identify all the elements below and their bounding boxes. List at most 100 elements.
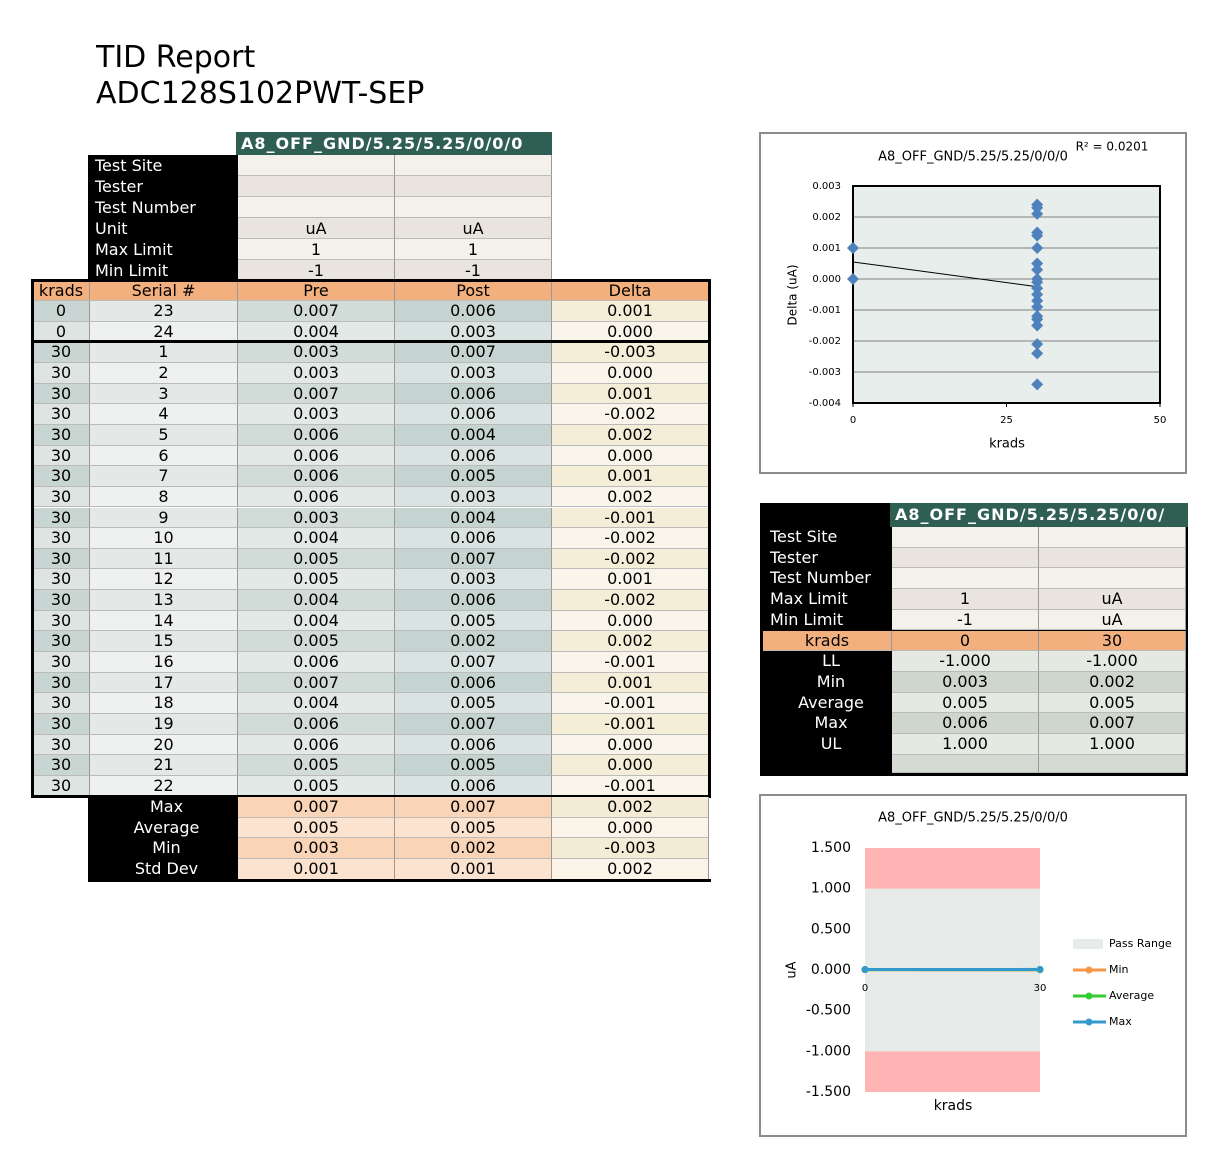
x-axis-label: krads (989, 437, 1025, 452)
table-cell: 1 (90, 342, 238, 363)
legend-marker (1085, 966, 1093, 974)
table-cell: 0.002 (1039, 671, 1186, 693)
y-tick-label: 0.000 (812, 274, 841, 285)
data-point (1031, 294, 1044, 307)
table-cell: 30 (33, 734, 90, 756)
table-cell: 30 (33, 755, 90, 776)
summary-value: 0.005 (238, 817, 395, 839)
table-cell: 0.004 (395, 507, 552, 529)
row-label: Average (763, 692, 892, 714)
meta-label: Test Number (763, 568, 892, 590)
summary-value: 0.007 (238, 797, 395, 818)
data-point (1031, 276, 1044, 289)
table-cell: 30 (33, 714, 90, 735)
table-cell: 9 (90, 507, 238, 529)
table-cell: 30 (33, 528, 90, 549)
table-cell: 0.007 (238, 301, 395, 322)
table-cell: 0.006 (395, 404, 552, 425)
table-cell: 30 (33, 672, 90, 694)
y-tick-label: -0.500 (806, 1003, 851, 1019)
legend-label: Min (1109, 963, 1129, 976)
blank-cell (1039, 754, 1186, 773)
column-header: krads (33, 281, 90, 301)
y-tick-label: 0.001 (812, 243, 841, 254)
table-cell: 0.006 (238, 486, 395, 508)
table-cell: 0.000 (552, 445, 709, 467)
data-point (1031, 242, 1044, 254)
column-header: Post (395, 281, 552, 301)
meta-value (1039, 547, 1186, 569)
table-cell: 1.000 (892, 734, 1039, 755)
meta-value (238, 175, 395, 197)
summary-value: 0.007 (395, 797, 552, 818)
table-cell: 0.001 (552, 466, 709, 487)
meta-label: Test Number (88, 196, 238, 218)
table-cell: 19 (90, 714, 238, 735)
y-axis-label: uA (785, 961, 800, 978)
legend-label: Max (1109, 1015, 1132, 1028)
column-header: Pre (238, 281, 395, 301)
table-cell: -0.001 (552, 652, 709, 673)
series-marker (1036, 965, 1044, 973)
table-cell: 5 (90, 424, 238, 446)
column-header: Serial # (90, 281, 238, 301)
table-cell: 30 (33, 466, 90, 487)
summary-label: Std Dev (88, 859, 238, 880)
row-label: Min (763, 671, 892, 693)
table-cell: 0.006 (395, 445, 552, 467)
column-header: 0 (892, 630, 1039, 652)
series-marker (861, 966, 869, 974)
table-cell: 6 (90, 445, 238, 467)
table-cell: 0.002 (552, 486, 709, 508)
table-cell: 20 (90, 734, 238, 756)
table-cell: 0.006 (395, 301, 552, 322)
meta-label: Unit (88, 217, 238, 239)
meta-value (892, 547, 1039, 569)
legend-label: Pass Range (1109, 937, 1172, 950)
table-cell: 0.005 (395, 466, 552, 487)
summary-value: 0.001 (395, 859, 552, 880)
table-cell: 0.001 (552, 569, 709, 591)
table-cell: 0 (33, 301, 90, 322)
meta-label: Max Limit (763, 589, 892, 610)
blank-cell (892, 754, 1039, 773)
summary-label: Average (88, 817, 238, 839)
table-cell: 0.005 (395, 693, 552, 714)
table-cell: 30 (33, 445, 90, 467)
table-cell: 0.000 (552, 734, 709, 756)
y-axis-label: Delta (uA) (786, 264, 800, 325)
table-cell: 10 (90, 528, 238, 549)
table-cell: 0.006 (892, 713, 1039, 734)
table-cell: 0.004 (238, 610, 395, 632)
report-title: TID Report (96, 40, 256, 75)
table-cell: 0.000 (552, 610, 709, 632)
table-cell: 0.006 (238, 734, 395, 756)
meta-value (892, 527, 1039, 548)
table-cell: -0.002 (552, 590, 709, 611)
chart-title: A8_OFF_GND/5.25/5.25/0/0/0 (878, 150, 1068, 165)
meta-value (238, 155, 395, 176)
table-cell: 0.007 (395, 342, 552, 363)
data-point (1031, 207, 1044, 220)
data-point (1031, 378, 1044, 391)
meta-value: 1 (892, 589, 1039, 610)
plot-border (852, 185, 1161, 404)
data-point (1031, 338, 1044, 351)
table-cell: 0.003 (238, 362, 395, 384)
meta-value (892, 568, 1039, 590)
summary-value: 0.000 (552, 817, 709, 839)
table-cell: 0.004 (238, 528, 395, 549)
table-cell: -0.001 (552, 775, 709, 797)
table-cell: 0.003 (395, 569, 552, 591)
summary-value: 0.005 (395, 817, 552, 839)
table-cell: -0.001 (552, 507, 709, 529)
meta-label: Tester (88, 175, 238, 197)
meta-value: uA (1039, 589, 1186, 610)
data-point (847, 242, 859, 254)
row-label: UL (763, 734, 892, 755)
table-cell: 0.006 (395, 383, 552, 405)
chart-title: A8_OFF_GND/5.25/5.25/0/0/0 (878, 811, 1068, 826)
y-tick-label: -0.001 (809, 305, 841, 316)
table-cell: 30 (33, 631, 90, 653)
